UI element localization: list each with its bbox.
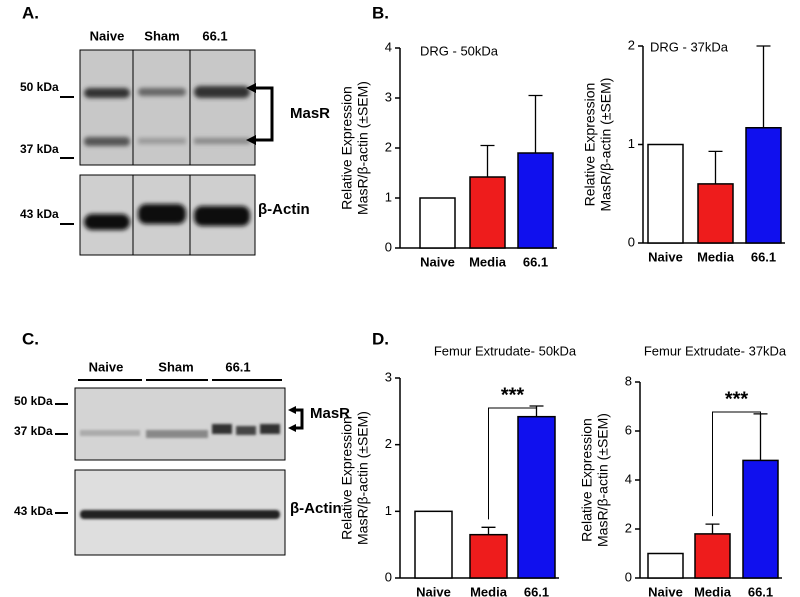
- y-tick-label: 0: [625, 569, 632, 584]
- x-tick-label: 66.1: [524, 584, 549, 597]
- y-tick-label: 8: [625, 373, 632, 388]
- marker-label: 50 kDa: [20, 80, 59, 94]
- y-tick-label: 4: [625, 471, 632, 486]
- x-tick-label: 66.1: [751, 249, 776, 264]
- y-tick-label: 3: [385, 369, 392, 384]
- marker-label: 43 kDa: [20, 207, 59, 221]
- bar: [419, 197, 456, 249]
- x-tick-label: Naive: [420, 254, 455, 269]
- x-tick-label: Naive: [416, 584, 451, 597]
- x-tick-label: 66.1: [748, 584, 773, 597]
- x-tick-label: Media: [469, 254, 507, 269]
- bar: [742, 459, 779, 579]
- error-bar: [756, 45, 771, 128]
- chart-title: DRG - 50kDa: [420, 43, 499, 58]
- lane-label: Naive: [90, 28, 125, 43]
- y-tick-label: 1: [385, 189, 392, 204]
- error-bar: [708, 150, 723, 184]
- blot-a: [60, 49, 274, 256]
- bar: [647, 143, 684, 244]
- panel-label: A.: [22, 3, 39, 22]
- y-axis-label: Relative Expression: [339, 416, 355, 540]
- chart-title: Femur Extrudate- 50kDa: [434, 343, 577, 358]
- bar: [517, 415, 556, 579]
- y-tick-label: 2: [625, 520, 632, 535]
- chart-title: DRG - 37kDa: [650, 39, 729, 54]
- y-axis-label: Relative Expression: [339, 86, 355, 210]
- error-bar: [753, 413, 768, 461]
- y-tick-label: 0: [385, 239, 392, 254]
- x-tick-label: Media: [470, 584, 508, 597]
- y-tick-label: 0: [385, 569, 392, 584]
- y-axis-label: MasR/β-actin (±SEM): [355, 411, 371, 545]
- y-axis-label: MasR/β-actin (±SEM): [355, 81, 371, 215]
- bar: [697, 183, 734, 244]
- lane-label: Sham: [144, 28, 179, 43]
- bar: [745, 127, 782, 244]
- y-tick-label: 2: [385, 436, 392, 451]
- y-tick-label: 3: [385, 89, 392, 104]
- panel-label: C.: [22, 329, 39, 348]
- y-tick-label: 6: [625, 422, 632, 437]
- marker-label: 50 kDa: [14, 394, 53, 408]
- blot-c: [55, 379, 304, 556]
- x-tick-label: Media: [694, 584, 732, 597]
- lane-label: 66.1: [202, 28, 227, 43]
- y-axis-label: Relative Expression: [582, 83, 598, 207]
- significance-bracket: [488, 407, 537, 520]
- x-tick-label: Naive: [648, 584, 683, 597]
- y-tick-label: 1: [385, 503, 392, 518]
- bar: [647, 552, 684, 579]
- chart-title: Femur Extrudate- 37kDa: [644, 343, 787, 358]
- y-axis-label: MasR/β-actin (±SEM): [598, 78, 614, 212]
- panel-label: B.: [372, 3, 389, 22]
- marker-label: 37 kDa: [20, 142, 59, 156]
- panel-label: D.: [372, 329, 389, 348]
- y-axis-label: MasR/β-actin (±SEM): [595, 413, 611, 547]
- marker-label: 43 kDa: [14, 504, 53, 518]
- target-label: MasR: [290, 105, 330, 122]
- x-tick-label: Media: [697, 249, 735, 264]
- target-label: β-Actin: [290, 500, 342, 517]
- lane-label: Sham: [158, 359, 193, 374]
- bar: [469, 176, 506, 249]
- bar: [694, 533, 731, 579]
- x-tick-label: Naive: [648, 249, 683, 264]
- y-tick-label: 4: [385, 39, 392, 54]
- error-bar: [481, 526, 496, 535]
- target-label: MasR: [310, 405, 350, 422]
- error-bar: [705, 523, 720, 534]
- x-tick-label: 66.1: [523, 254, 548, 269]
- y-axis-label: Relative Expression: [579, 418, 595, 542]
- bar: [414, 510, 453, 579]
- y-tick-label: 2: [628, 37, 635, 52]
- lane-label: Naive: [89, 359, 124, 374]
- y-tick-label: 0: [628, 234, 635, 249]
- error-bar: [528, 94, 543, 153]
- error-bar: [480, 144, 495, 177]
- significance-label: ***: [501, 384, 525, 406]
- lane-label: 66.1: [225, 359, 250, 374]
- bar: [469, 533, 508, 579]
- target-label: β-Actin: [258, 201, 310, 218]
- y-tick-label: 2: [385, 139, 392, 154]
- marker-label: 37 kDa: [14, 424, 53, 438]
- bar: [517, 152, 554, 249]
- significance-bracket: [712, 411, 761, 517]
- y-tick-label: 1: [628, 136, 635, 151]
- significance-label: ***: [725, 388, 749, 410]
